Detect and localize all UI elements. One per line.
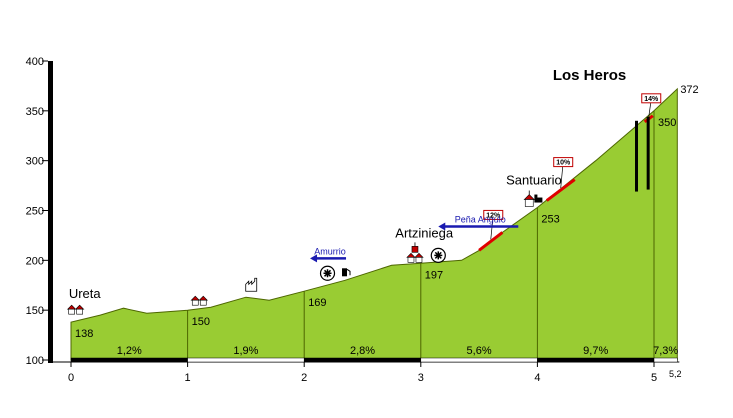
chapel-icon [523,190,535,207]
segment-grade-label: 1,9% [233,345,258,357]
place-label: Artziniega [395,225,454,240]
elevation-label: 169 [308,297,326,309]
place-label: Ureta [69,286,102,301]
segment-grade-bar [70,357,188,363]
chapel-roof [523,194,535,200]
ramp-badge-label: 12% [486,212,501,219]
profile-area [70,87,678,361]
shelter-icon [534,194,543,203]
fuel-pump-icon [342,268,351,277]
steep-ramp-line [478,231,504,252]
segment-grade-label: 2,8% [350,345,375,357]
segment-grade-bar [653,357,678,363]
roundabout-arrows [323,269,332,278]
segment-grade-bar [420,357,538,363]
x-tick-label: 5 [651,372,657,384]
y-tick-label: 300 [26,156,44,168]
ramp-badge-box [641,93,662,104]
junction-arrow-head [310,254,318,263]
segment-grade-label: 1,2% [117,345,142,357]
chapel-wall [524,199,534,207]
factory-icon [245,277,258,292]
elevation-label: 197 [425,269,443,281]
barrier-bar [646,116,650,190]
elevation-label: 253 [541,214,559,226]
fuel-pump-body [342,268,348,277]
house-roof [66,304,77,310]
house-wall [415,257,423,263]
factory-shape [245,277,258,292]
ramp-badge-box [553,157,574,168]
house-roof [406,252,416,258]
annotation-layer: 12% 10% 14% Ureta Artziniega Santuario Los Her… [66,67,662,315]
grade-layer: 1,2% 1,9% 2,8% 5,6% 9,7% 7,3% [70,345,678,363]
x-tick-label: 3 [418,372,424,384]
y-tick-label: 400 [26,56,44,68]
segment-grade-label: 5,6% [467,345,492,357]
house-wall [68,308,75,315]
segment-grade-bar [187,357,305,363]
roundabout-arrows [434,251,443,260]
y-tick-label: 150 [26,305,44,317]
y-tick-label: 350 [26,106,44,118]
house-icon [66,304,85,315]
elevation-label: 150 [192,316,210,328]
shelter-base [534,197,543,203]
x-tick-label: 0 [68,372,74,384]
x-tick-label: 1 [185,372,191,384]
x-end-label: 5,2 [669,369,682,379]
roundabout-icon [430,247,446,263]
ramp-badge-pointer [648,102,652,117]
ramp-badge-label: 14% [644,96,659,103]
ramp-badge-box [483,209,504,220]
x-tick-label: 2 [301,372,307,384]
house-wall [407,257,415,263]
segment-grade-bar [303,357,422,363]
house-wall [191,299,199,306]
junction-arrow-head [438,222,446,231]
house-roof [74,304,85,310]
ramp-badge-pointer [560,166,564,189]
segment-grade-bar [537,357,655,363]
junction-label: Amurrio [314,246,346,256]
shelter-top [534,194,538,198]
church-icon [406,242,424,263]
steep-ramp-line [545,178,576,202]
ramp-badge-label: 10% [556,160,571,167]
house-roof [190,295,200,301]
church-tower [411,246,419,253]
house-roof [198,295,208,301]
x-tick-label: 4 [534,372,540,384]
segment-grade-label: 7,3% [653,345,678,357]
segment-grade-label: 9,7% [583,345,608,357]
y-tick-label: 200 [26,255,44,267]
ramp-badge-pointer [490,219,494,240]
profile-area-layer [70,87,678,361]
house-wall [76,308,83,315]
junction-label: Peña Angulo [455,214,506,224]
elevation-label: 350 [658,117,676,129]
summit-label: Los Heros [553,67,626,84]
house-wall [199,299,207,306]
elevation-label: 372 [680,84,698,96]
fuel-pump-hose [346,268,351,276]
barrier-bar [635,120,639,192]
y-axis-line [48,60,53,364]
elevation-label: 138 [75,328,93,340]
y-tick-label: 100 [26,355,44,367]
roundabout-icon [319,265,336,281]
y-tick-label: 250 [26,205,44,217]
house-roof [414,252,424,258]
place-label: Santuario [506,173,562,188]
house-icon [190,295,208,306]
